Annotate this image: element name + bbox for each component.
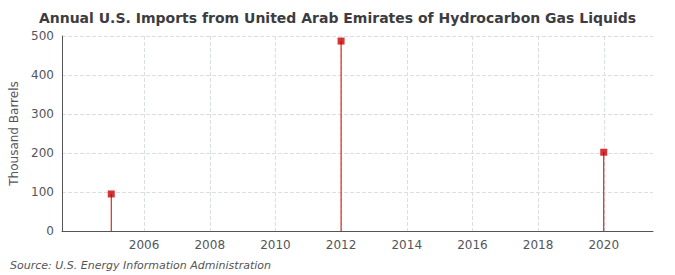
svg-text:500: 500 — [31, 29, 54, 43]
svg-text:200: 200 — [31, 146, 54, 160]
svg-text:Annual U.S. Imports from Unite: Annual U.S. Imports from United Arab Emi… — [39, 10, 636, 26]
svg-text:300: 300 — [31, 107, 54, 121]
svg-text:0: 0 — [46, 224, 54, 238]
svg-text:2014: 2014 — [391, 238, 422, 252]
svg-text:Thousand Barrels: Thousand Barrels — [7, 81, 21, 186]
svg-text:2016: 2016 — [457, 238, 488, 252]
svg-text:2018: 2018 — [523, 238, 554, 252]
svg-text:2012: 2012 — [326, 238, 357, 252]
svg-text:100: 100 — [31, 185, 54, 199]
svg-text:2008: 2008 — [194, 238, 225, 252]
svg-text:2020: 2020 — [588, 238, 619, 252]
svg-text:Source: U.S. Energy Informatio: Source: U.S. Energy Information Administ… — [10, 259, 271, 272]
svg-text:400: 400 — [31, 68, 54, 82]
svg-text:2010: 2010 — [260, 238, 291, 252]
svg-text:2006: 2006 — [129, 238, 160, 252]
